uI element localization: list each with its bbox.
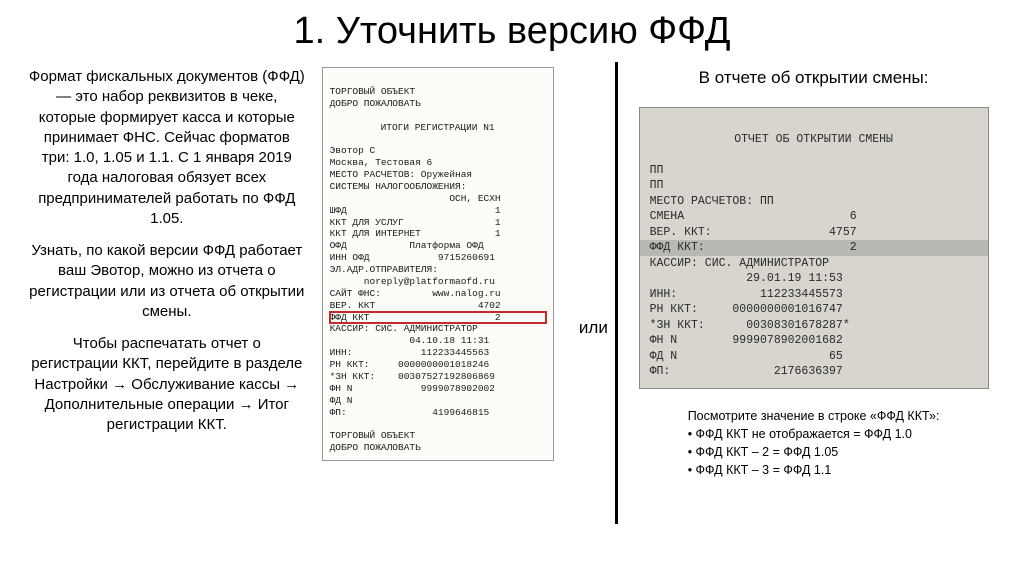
paragraph-3: Чтобы распечатать отчет о регистрации КК… <box>28 334 306 435</box>
notes-l3: • ФФД ККТ – 2 = ФФД 1.05 <box>688 443 940 461</box>
r1-fns: САЙТ ФНС: www.nalog.ru <box>330 288 501 299</box>
r1-email-v: noreply@platformaofd.ru <box>330 276 495 287</box>
page-title: 1. Уточнить версию ФФД <box>28 10 996 53</box>
r1-place: МЕСТО РАСЧЕТОВ: Оружейная <box>330 169 473 180</box>
r2-inn: ИНН: 112233445573 <box>650 288 843 301</box>
notes-l1: Посмотрите значение в строке «ФФД ККТ»: <box>688 407 940 425</box>
r1-inn: ИНН ОФД 9715260691 <box>330 252 495 263</box>
r2-pp1: ПП <box>650 164 664 177</box>
paragraph-2: Узнать, по какой версии ФФД работает ваш… <box>28 241 306 322</box>
r2-place: МЕСТО РАСЧЕТОВ: ПП <box>650 195 774 208</box>
r1-ffd-highlighted: ФФД ККТ 2 <box>330 312 546 324</box>
r1-msk: Москва, Тестовая 6 <box>330 157 433 168</box>
r2-title: ОТЧЕТ ОБ ОТКРЫТИИ СМЕНЫ <box>650 132 978 148</box>
r2-ver: ВЕР. ККТ: 4757 <box>650 226 857 239</box>
r1-title: ИТОГИ РЕГИСТРАЦИИ N1 <box>330 122 546 134</box>
r2-fd: ФД N 65 <box>650 350 843 363</box>
receipt-shift-open: ОТЧЕТ ОБ ОТКРЫТИИ СМЕНЫ ПП ПП МЕСТО РАСЧ… <box>639 107 989 389</box>
r1-kassir: КАССИР: СИС. АДМИНИСТРАТОР <box>330 323 478 334</box>
r2-kas: КАССИР: СИС. АДМИНИСТРАТОР <box>650 257 829 270</box>
paragraph-1: Формат фискальных документов (ФФД) — это… <box>28 67 306 229</box>
r1-shfd: ШФД 1 <box>330 205 501 216</box>
r1-date: 04.10.18 11:31 <box>330 335 490 346</box>
left-column: Формат фискальных документов (ФФД) — это… <box>28 67 306 479</box>
r1-fn: ФН N 9999078902002 <box>330 383 495 394</box>
r1-evotor: Эвотор С <box>330 145 376 156</box>
vertical-divider <box>615 62 618 524</box>
r1-footer1: ТОРГОВЫЙ ОБЪЕКТ <box>330 430 416 441</box>
receipt-registration: ТОРГОВЫЙ ОБЪЕКТ ДОБРО ПОЖАЛОВАТЬ ИТОГИ Р… <box>322 67 554 461</box>
right-column: В отчете об открытии смены: ОТЧЕТ ОБ ОТК… <box>631 67 996 479</box>
middle-column: ТОРГОВЫЙ ОБЪЕКТ ДОБРО ПОЖАЛОВАТЬ ИТОГИ Р… <box>320 67 556 479</box>
r2-zn: *ЗН ККТ: 00308301678287* <box>650 319 850 332</box>
r1-zn: *ЗН ККТ: 00307527192806869 <box>330 371 495 382</box>
or-label: или <box>570 67 618 479</box>
r2-smena: СМЕНА 6 <box>650 210 857 223</box>
r2-fp: ФП: 2176636397 <box>650 365 843 378</box>
slide-container: 1. Уточнить версию ФФД Формат фискальных… <box>0 0 1024 574</box>
r2-rn: РН ККТ: 0000000001016747 <box>650 303 843 316</box>
notes-block: Посмотрите значение в строке «ФФД ККТ»: … <box>688 407 940 480</box>
r1-tax-v: ОСН, ЕСХН <box>330 193 501 204</box>
r1-header2: ДОБРО ПОЖАЛОВАТЬ <box>330 98 421 109</box>
r1-inet: ККТ ДЛЯ ИНТЕРНЕТ 1 <box>330 228 501 239</box>
r2-ffd-highlighted: ФФД ККТ: 2 <box>640 240 988 256</box>
r1-header1: ТОРГОВЫЙ ОБЪЕКТ <box>330 86 416 97</box>
columns: Формат фискальных документов (ФФД) — это… <box>28 67 996 479</box>
r1-fp: ФП: 4199646815 <box>330 407 490 418</box>
right-title: В отчете об открытии смены: <box>699 67 929 89</box>
r2-date: 29.01.19 11:53 <box>650 272 843 285</box>
r1-rn: РН ККТ: 0000000001018246 <box>330 359 490 370</box>
notes-l4: • ФФД ККТ – 3 = ФФД 1.1 <box>688 461 940 479</box>
r1-email: ЭЛ.АДР.ОТПРАВИТЕЛЯ: <box>330 264 438 275</box>
r1-inn2: ИНН: 112233445563 <box>330 347 490 358</box>
r1-footer2: ДОБРО ПОЖАЛОВАТЬ <box>330 442 421 453</box>
notes-l2: • ФФД ККТ не отображается = ФФД 1.0 <box>688 425 940 443</box>
r2-fn: ФН N 9999078902001682 <box>650 334 843 347</box>
r1-ofd: ОФД Платформа ОФД <box>330 240 484 251</box>
r1-tax: СИСТЕМЫ НАЛОГООБЛОЖЕНИЯ: <box>330 181 467 192</box>
r1-uslug: ККТ ДЛЯ УСЛУГ 1 <box>330 217 501 228</box>
r1-ver: ВЕР. ККТ 4702 <box>330 300 501 311</box>
r2-pp2: ПП <box>650 179 664 192</box>
r1-fd: ФД N <box>330 395 353 406</box>
